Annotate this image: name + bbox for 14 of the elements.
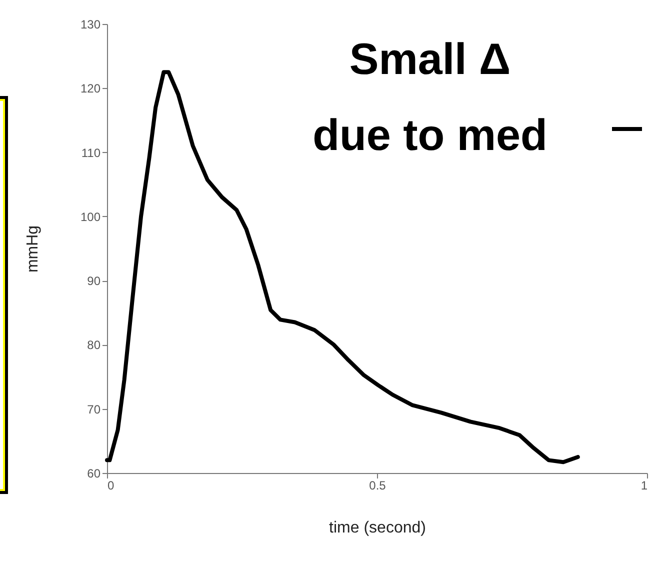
- y-tick-label: 80: [87, 338, 101, 352]
- y-tick-label: 70: [87, 402, 101, 416]
- y-axis-title: mmHg: [24, 225, 42, 273]
- y-tick-label: 100: [80, 210, 101, 224]
- y-tick-label: 120: [80, 82, 101, 96]
- annotation: Small Δ due to med: [312, 34, 548, 162]
- y-tick-label: 90: [87, 274, 101, 288]
- y-tick-label: 110: [81, 146, 101, 160]
- x-tick-label: 0.5: [369, 478, 386, 492]
- x-tick-label: 1: [640, 478, 648, 492]
- x-axis-title: time (second): [329, 520, 426, 536]
- y-tick-label: 60: [87, 466, 101, 480]
- x-tick-label: 0: [108, 478, 114, 492]
- y-tick-label: 130: [80, 18, 101, 32]
